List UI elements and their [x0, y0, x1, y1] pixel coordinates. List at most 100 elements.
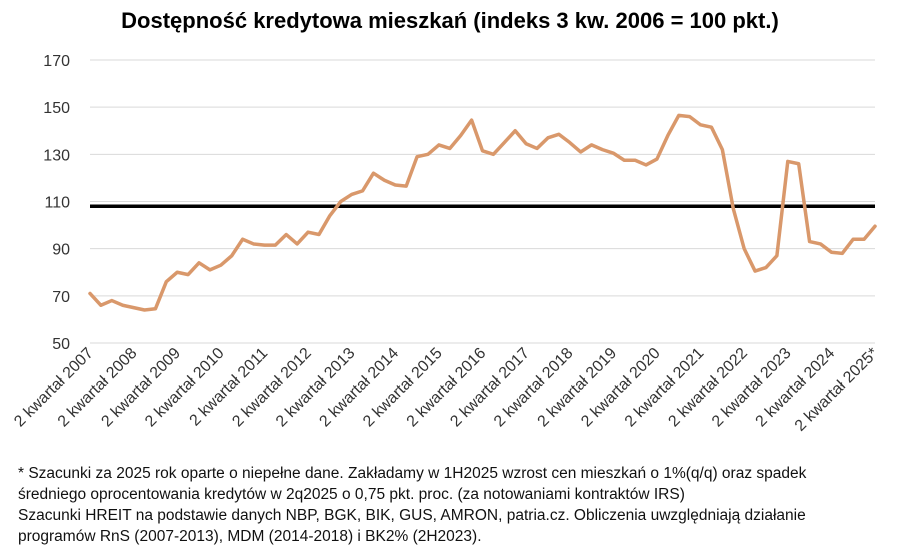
- data-point: [765, 267, 767, 269]
- data-point: [296, 243, 298, 245]
- x-tick-label: 2 kwartał 2010: [142, 345, 228, 431]
- chart-title: Dostępność kredytowa mieszkań (indeks 3 …: [121, 8, 779, 33]
- y-tick-label: 50: [52, 336, 70, 353]
- data-point: [362, 190, 364, 192]
- y-tick-label: 130: [43, 147, 70, 164]
- data-point: [841, 252, 843, 254]
- data-point: [503, 142, 505, 144]
- x-tick-label: 2 kwartał 2023: [709, 345, 795, 431]
- data-point: [187, 274, 189, 276]
- data-point: [231, 255, 233, 257]
- data-point: [514, 130, 516, 132]
- data-point: [329, 215, 331, 217]
- data-point: [394, 184, 396, 186]
- data-point: [569, 142, 571, 144]
- data-point: [612, 152, 614, 154]
- x-tick-label: 2 kwartał 2016: [404, 345, 490, 431]
- data-point: [482, 150, 483, 152]
- series-layer: [88, 113, 877, 312]
- data-point: [285, 234, 287, 236]
- data-point: [623, 159, 625, 161]
- y-tick-label: 150: [43, 100, 70, 117]
- data-point: [242, 238, 244, 240]
- data-point: [689, 116, 691, 118]
- data-point: [678, 114, 680, 116]
- data-point: [819, 243, 821, 245]
- x-tick-label: 2 kwartał 2009: [98, 345, 184, 431]
- footnote-line-2: średniego oprocentowania kredytów w 2q20…: [18, 486, 685, 503]
- data-point: [438, 144, 440, 146]
- data-point: [852, 238, 854, 240]
- data-point: [176, 271, 178, 273]
- data-point: [874, 225, 876, 227]
- data-point: [754, 270, 756, 272]
- data-point: [798, 163, 800, 165]
- x-tick-label: 2 kwartał 2013: [273, 345, 359, 431]
- data-point: [122, 304, 124, 306]
- data-point: [198, 262, 200, 264]
- data-point: [460, 134, 462, 136]
- x-tick-label: 2 kwartał 2024: [753, 345, 839, 431]
- data-point: [89, 292, 91, 294]
- data-point: [700, 124, 702, 126]
- data-point: [634, 159, 636, 161]
- data-point: [383, 179, 385, 181]
- y-tick-label: 70: [52, 289, 70, 306]
- data-point: [656, 158, 658, 160]
- data-point: [372, 172, 374, 174]
- y-tick-label: 90: [52, 242, 70, 259]
- footnote: * Szacunki za 2025 rok oparte o niepełne…: [18, 463, 888, 547]
- data-point: [307, 231, 309, 233]
- data-point: [340, 201, 342, 202]
- data-point: [471, 119, 473, 121]
- data-point: [809, 241, 811, 243]
- data-point: [263, 244, 265, 246]
- data-point: [547, 137, 549, 139]
- data-point: [492, 153, 494, 155]
- footnote-line-4: programów RnS (2007-2013), MDM (2014-201…: [18, 528, 482, 545]
- data-point: [405, 185, 407, 187]
- data-point: [558, 133, 560, 135]
- x-tick-label: 2 kwartał 2019: [535, 345, 621, 431]
- y-axis: 50 70 90 110 130 150 170: [43, 53, 70, 353]
- x-tick-label: 2 kwartał 2021: [622, 345, 708, 431]
- data-point: [601, 149, 603, 151]
- footnote-line-1: * Szacunki za 2025 rok oparte o niepełne…: [18, 465, 807, 482]
- data-point: [351, 193, 353, 195]
- data-point: [100, 304, 102, 306]
- x-tick-label: 2 kwartał 2012: [229, 345, 315, 431]
- data-point: [591, 144, 593, 146]
- footnote-line-3: Szacunki HREIT na podstawie danych NBP, …: [18, 507, 806, 524]
- gridlines: [90, 59, 875, 344]
- data-point: [318, 234, 320, 236]
- data-point: [536, 147, 538, 149]
- y-tick-label: 170: [43, 53, 70, 70]
- data-point: [863, 238, 865, 240]
- series-line: [88, 113, 877, 312]
- data-point: [220, 264, 222, 266]
- data-point: [580, 151, 582, 153]
- x-tick-label: 2 kwartał 2020: [578, 345, 664, 431]
- data-point: [427, 153, 429, 155]
- data-point: [209, 269, 211, 271]
- data-point: [416, 156, 418, 158]
- data-point: [776, 255, 778, 257]
- x-tick-label: 2 kwartał 2015: [360, 345, 446, 431]
- x-tick-label: 2 kwartał 2017: [447, 345, 533, 431]
- x-tick-label: 2 kwartał 2008: [55, 345, 141, 431]
- data-point: [449, 147, 451, 149]
- x-tick-label: 2 kwartał 2025*: [792, 345, 882, 435]
- data-point: [525, 143, 527, 145]
- data-point: [667, 134, 669, 136]
- data-point: [274, 244, 276, 246]
- data-point: [645, 164, 647, 166]
- x-tick-label: 2 kwartał 2014: [317, 345, 403, 431]
- data-point: [165, 281, 167, 283]
- data-point: [111, 300, 113, 302]
- data-point: [154, 308, 156, 310]
- data-point: [732, 208, 734, 210]
- y-tick-label: 110: [44, 195, 70, 212]
- data-point: [743, 248, 745, 250]
- data-point: [830, 251, 832, 253]
